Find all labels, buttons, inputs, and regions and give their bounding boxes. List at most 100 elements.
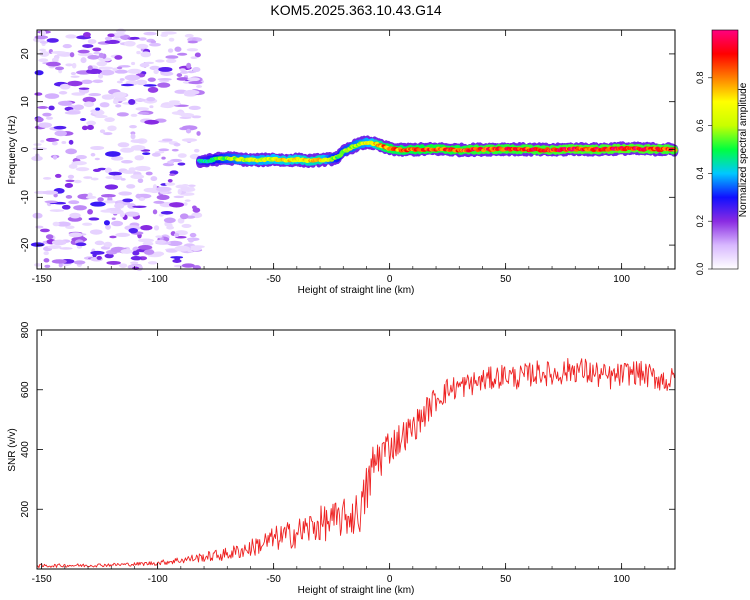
noise-blob [49,138,60,142]
noise-blob [111,217,116,220]
noise-blob [97,197,104,202]
noise-blob [112,91,127,98]
noise-blob [118,65,131,68]
x-tick-label: 100 [613,274,630,285]
noise-blob [155,186,172,192]
noise-blob [128,227,138,234]
noise-blob [53,125,67,130]
noise-blob [170,256,184,259]
noise-blob [44,200,58,204]
noise-blob [65,179,75,183]
noise-blob [127,68,142,74]
noise-blob [39,41,49,44]
noise-blob [160,71,165,74]
y-tick-label: -20 [20,237,31,252]
noise-blob [61,140,67,144]
noise-blob [138,238,154,243]
noise-blob [44,93,60,99]
noise-blob [124,74,141,81]
noise-blob [180,113,195,118]
noise-blob [130,255,142,261]
noise-blob [96,61,108,67]
noise-blob [186,48,199,52]
noise-blob [94,157,100,161]
noise-blob [135,107,150,111]
noise-blob [187,184,196,188]
noise-blob [92,109,105,116]
noise-blob [190,56,198,60]
x-tick-label: -100 [148,574,168,585]
noise-blob [165,55,179,59]
noise-blob [104,184,119,190]
noise-blob [196,131,201,136]
noise-blob [140,51,152,58]
noise-blob [104,36,112,41]
noise-blob [173,232,180,238]
noise-blob [155,239,167,244]
noise-blob [53,193,58,198]
noise-blob [78,87,90,90]
noise-blob [51,50,67,54]
noise-blob [188,105,201,110]
spectrogram-y-axis-label: Frequency (Hz) [7,116,18,185]
noise-blob [174,46,182,52]
noise-blob [38,48,47,52]
x-tick-label: -100 [148,274,168,285]
noise-blob [184,33,194,38]
noise-blob [68,163,78,169]
noise-blob [80,57,87,64]
x-tick-label: -50 [266,274,281,285]
noise-blob [90,145,105,150]
noise-blob [94,240,105,246]
noise-blob [112,99,119,105]
noise-blob [83,101,95,108]
spectrogram-frame [36,29,676,270]
noise-blob [39,228,50,233]
noise-blob [43,258,50,263]
noise-blob [85,68,102,74]
noise-blob [194,52,201,58]
noise-blob [158,66,173,72]
x-tick-label: 50 [500,574,512,585]
noise-blob [32,212,43,219]
noise-blob [93,51,101,55]
noise-blob [190,246,202,252]
noise-blob [119,211,125,218]
noise-blob [172,259,182,263]
x-tick-label: -150 [32,274,52,285]
noise-blob [130,139,145,143]
noise-blob [61,204,71,210]
colorbar-tick-label: 0.2 [695,215,705,228]
noise-blob [160,104,170,108]
noise-blob [167,240,183,246]
snr-panel: -150 -100 -50 0 50 100 200 400 600 800 Height of … [7,321,676,596]
y-tick-label: -10 [20,190,31,205]
noise-blob [165,58,177,64]
y-tick-label: 10 [20,96,31,108]
noise-blob [120,177,126,181]
noise-blob [57,100,73,106]
noise-blob [165,248,178,253]
noise-blob [118,191,133,196]
noise-blob [45,116,54,120]
noise-blob [163,217,176,224]
noise-blob [152,209,158,215]
noise-blob [37,106,49,109]
noise-blob [104,39,120,45]
noise-blob [137,111,150,115]
noise-blob [70,72,77,76]
noise-blob [181,263,195,268]
noise-blob [43,251,49,256]
noise-blob [46,38,59,43]
noise-blob [143,84,157,87]
noise-blob [192,67,201,73]
noise-blob [86,124,94,130]
noise-blob [68,232,83,238]
noise-blob [34,117,44,123]
noise-blob [136,50,141,55]
noise-blob [176,73,183,78]
x-tick-label: 100 [613,574,630,585]
x-tick-label: -150 [32,574,52,585]
noise-blob [116,66,123,70]
